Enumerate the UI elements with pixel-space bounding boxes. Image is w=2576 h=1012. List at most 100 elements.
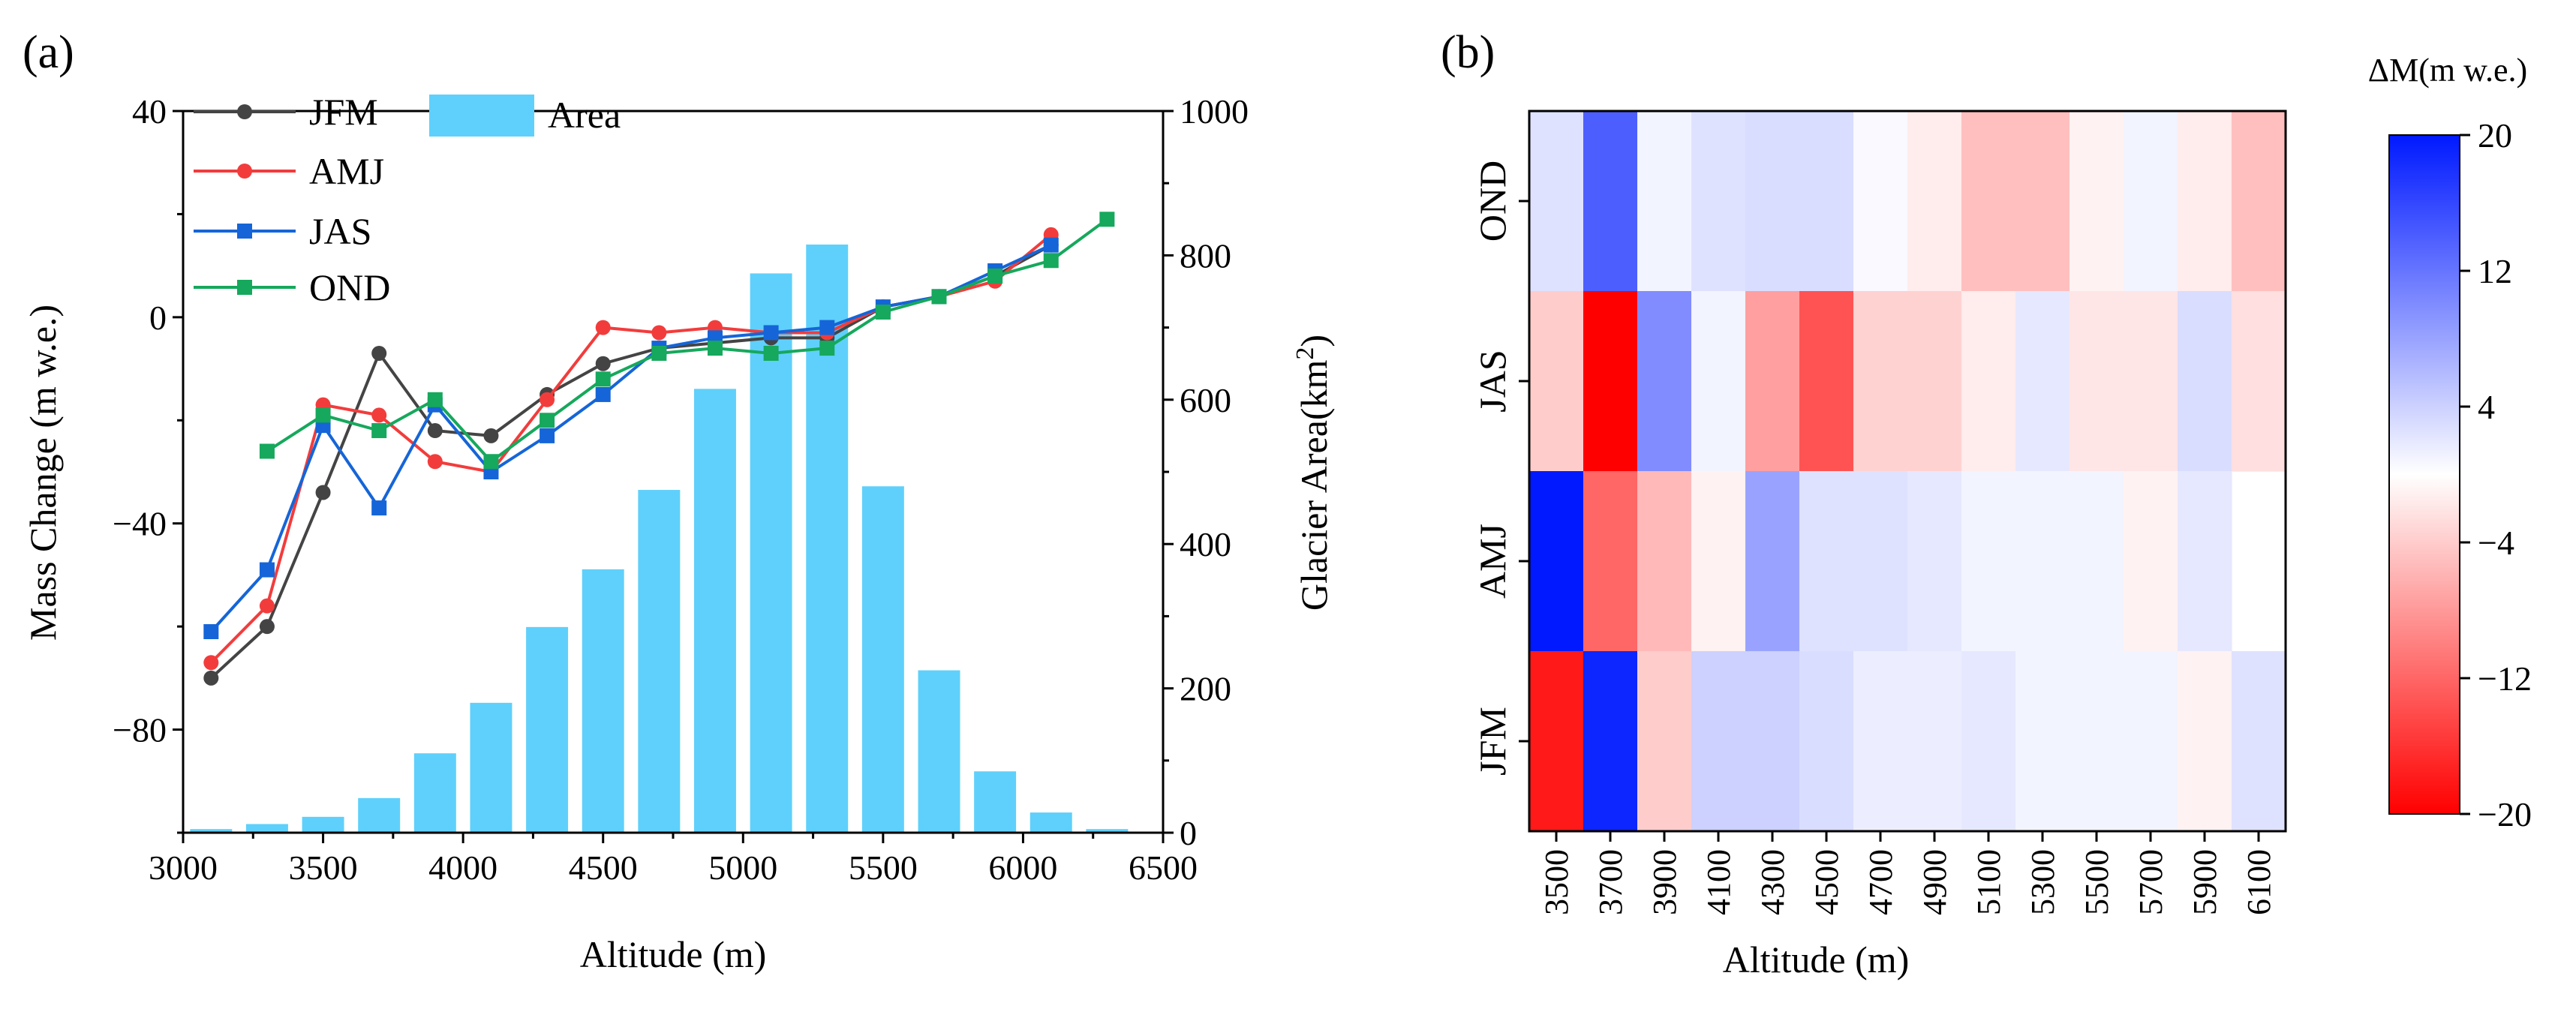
heatmap-cell [2015,651,2070,832]
heatmap-cell [2124,111,2178,292]
heatmap-cell [2070,291,2124,472]
heatmap-cell [2070,111,2124,292]
point-jfm [259,619,275,635]
legend-ond: OND [194,266,390,308]
x-tick-label: 4000 [428,848,497,887]
heatmap-cell [1637,651,1692,832]
heatmap-x-tick-label: 4900 [1916,849,1953,915]
y-tick-label: −40 [113,505,167,543]
legend-jas: JAS [194,210,371,252]
heatmap-cell [1961,651,2016,832]
heatmap-cell [1691,291,1746,472]
heatmap-cell [1853,291,1908,472]
legend-jfm: JFM [194,91,378,133]
heatmap-x-tick-label: 5500 [2079,849,2115,915]
point-jas [203,624,219,640]
panel-label-a: (a) [23,27,74,78]
heatmap-cell [1961,111,2016,292]
point-ond [427,392,443,407]
legend-a: JFM AMJ JAS OND Area [194,91,621,308]
plot-a-ticks: 3000 3500 4000 4500 5000 5500 6000 6500−80−4004… [113,92,1249,887]
point-amj [371,407,387,423]
series-line-jas [209,243,1052,633]
heatmap-cell [1799,291,1854,472]
point-ond [315,407,331,423]
point-jfm [315,485,331,500]
heatmap-cell [1529,291,1584,472]
y2-tick-label: 600 [1180,381,1231,419]
x-axis-label-a: Altitude (m) [580,933,767,975]
x-tick-label: 5000 [708,848,777,887]
heatmap-cell [1799,111,1854,292]
point-ond [1043,253,1059,269]
colorbar-label: ΔM(m w.e.) [2368,52,2527,89]
point-ond [763,345,779,361]
y-tick-label: 0 [149,299,167,337]
point-ond [1099,212,1115,227]
heatmap-cell [1907,471,1962,652]
point-jfm [371,345,387,361]
mass-change-lines [203,212,1115,686]
series-line-jfm [209,243,1052,680]
colorbar-tick-label: −20 [2478,795,2532,833]
heatmap-cell [2178,111,2232,292]
point-jas [540,428,555,443]
heatmap-cell [2124,471,2178,652]
heatmap-cell [2070,471,2124,652]
area-bar [1086,829,1129,833]
colorbar-tick-label: −4 [2478,524,2514,562]
colorbar [2388,134,2460,815]
area-bar [358,797,401,833]
heatmap-cell [1853,471,1908,652]
legend-area: Area [429,94,621,137]
point-ond [595,371,611,387]
point-amj [259,598,275,614]
point-jfm [483,428,499,443]
y-axis-label-right: Glacier Area(km2) [1291,335,1335,611]
heatmap-cell [1637,111,1692,292]
area-bars [190,244,1129,833]
point-jas [595,386,611,402]
heatmap-cell [2015,291,2070,472]
area-bar [918,670,960,833]
y2-tick-label: 0 [1180,814,1197,852]
point-ond [931,289,947,305]
heatmap-x-tick-label: 4300 [1754,849,1791,915]
legend-ond-label: OND [309,266,390,308]
heatmap-x-tick-label: 3700 [1592,849,1629,915]
heatmap-x-tick-label: 3900 [1646,849,1683,915]
point-amj [540,392,555,407]
heatmap-cell [1691,651,1746,832]
x-tick-label: 6000 [988,848,1057,887]
legend-jas-label: JAS [309,210,371,252]
area-bar [974,771,1017,833]
heatmap-x-tick-label: 5100 [1970,849,2007,915]
colorbar-tick-label: 4 [2478,388,2495,426]
x-tick-label: 5500 [849,848,918,887]
area-bar [1029,812,1072,833]
heatmap-cell [2232,651,2286,832]
area-bar [526,626,569,833]
legend-amj-label: AMJ [309,150,384,192]
point-jas [763,325,779,341]
y2-tick-label: 1000 [1180,92,1249,131]
heatmap-cell [2178,291,2232,472]
panel-label-b: (b) [1441,27,1495,78]
heatmap-cell [1583,651,1638,832]
heatmap-x-tick-label: 5700 [2133,849,2169,915]
heatmap-y-tick-label: AMJ [1471,524,1513,599]
heatmap-cell [1529,111,1584,292]
point-jfm [427,423,443,439]
heatmap-cell [1745,651,1800,832]
point-jas [371,500,387,516]
area-bar [245,824,288,833]
heatmap-cell [2015,111,2070,292]
y-axis-label-left: Mass Change (m w.e.) [22,305,64,641]
heatmap-cell [1907,111,1962,292]
heatmap-x-tick-label: 5900 [2187,849,2223,915]
heatmap-cell [1745,291,1800,472]
point-amj [427,454,443,470]
plot-b-frame [1528,110,2287,833]
heatmap-cell [1853,111,1908,292]
